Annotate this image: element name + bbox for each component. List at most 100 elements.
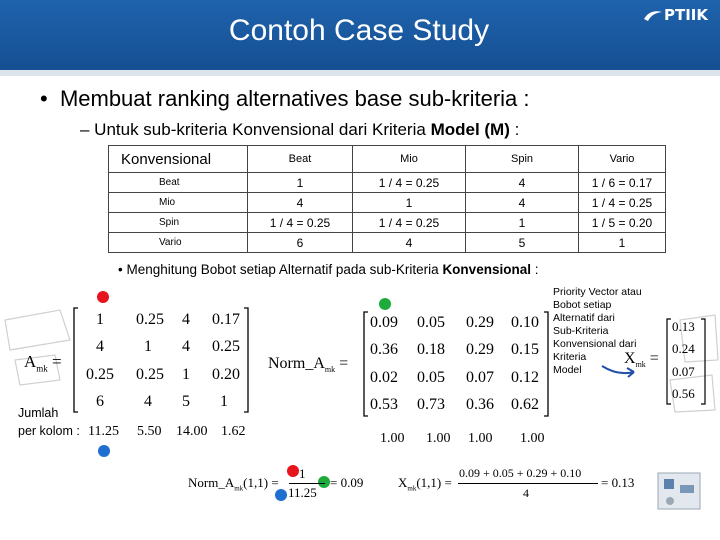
table-cell: 1 [465,212,579,233]
table-cell: 1 [578,232,666,253]
bullet-3-bold: Konvensional [442,262,531,277]
table-cell: 1 / 4 = 0.25 [247,212,353,233]
priority-note-line: Konvensional dari [553,338,637,350]
formula2-lhs: Xmk(1,1) = [398,475,452,493]
priority-value: 0.24 [672,341,695,356]
row-header: Mio [108,192,248,213]
norm-cell: 0.07 [466,369,494,386]
norm-matrix-brackets [363,311,549,417]
matrix-a-cell: 6 [96,393,104,410]
table-cell: 4 [465,172,579,193]
priority-label: Xmk = [624,350,659,369]
table-cell: 1 [247,172,353,193]
bullet-2: – Untuk sub-kriteria Konvensional dari K… [80,120,519,140]
matrix-a-cell: 4 [96,338,104,355]
col-sum: 5.50 [137,424,162,439]
table-cell: 5 [465,232,579,253]
table-cell: 1 / 4 = 0.25 [352,172,466,193]
blue-marker-dot-formula [275,489,287,501]
matrix-a-cell: 4 [144,393,152,410]
logo-swoosh-icon [644,10,662,21]
norm-col-sum: 1.00 [426,431,451,446]
formula2-result: = 0.13 [601,475,635,490]
priority-note-line: Model [553,364,582,376]
priority-equals: = [649,350,659,367]
matrix-a-cell: 4 [182,311,190,328]
matrix-a-cell: 1 [220,393,228,410]
priority-note-line: Kriteria [553,351,587,363]
formula2-numerator: 0.09 + 0.05 + 0.29 + 0.10 [459,466,582,480]
formula1-equals: = [271,475,279,490]
formula1-result: = 0.09 [330,475,364,490]
row-header: Beat [108,172,248,193]
row-header: Vario [108,232,248,253]
priority-brackets [666,318,706,405]
matrix-a-cell: 1 [182,366,190,383]
norm-equals: = [339,355,349,372]
norm-cell: 0.10 [511,314,539,331]
bullet-1: • Membuat ranking alternatives base sub-… [40,86,530,112]
table-cell: 4 [352,232,466,253]
table-row: Vario 6 4 5 1 [108,232,666,253]
norm-cell: 0.15 [511,341,539,358]
norm-cell: 0.73 [417,396,445,413]
table-cell: 4 [247,192,353,213]
table-cell: 1 / 6 = 0.17 [578,172,666,193]
table-corner: Konvensional [108,145,248,173]
norm-cell: 0.36 [370,341,398,358]
formula1-index: (1,1) [243,475,269,490]
matrix-a-cell: 1 [96,311,104,328]
matrix-a-label: Amk = [24,352,62,373]
table-row: Mio 4 1 4 1 / 4 = 0.25 [108,192,666,213]
formula1-fraction-bar [289,483,325,484]
norm-matrix-label: Norm_Amk = [268,355,348,374]
norm-col-sum: 1.00 [520,431,545,446]
formula1-denominator: 11.25 [288,485,317,500]
header-strip [0,70,720,76]
matrix-a-cell: 0.20 [212,366,240,383]
matrix-a-cell: 0.25 [136,311,164,328]
bullet-2-prefix: – Untuk sub-kriteria Konvensional dari K… [80,120,431,139]
norm-cell: 0.09 [370,314,398,331]
priority-value: 0.13 [672,319,695,334]
norm-cell: 0.12 [511,369,539,386]
table-cell: 1 [352,192,466,213]
norm-col-sum: 1.00 [468,431,493,446]
col-sum: 11.25 [88,424,119,439]
column-header: Spin [465,145,579,173]
per-kolom-label: per kolom : [18,424,80,438]
green-marker-dot [379,298,391,310]
column-header: Beat [247,145,353,173]
formula2-symbol: X [398,475,408,490]
matrix-a-symbol: A [24,352,37,371]
green-marker-dot-formula [318,476,330,488]
arrow-icon [601,365,635,378]
norm-cell: 0.36 [466,396,494,413]
formula1-subscript: mk [234,484,244,493]
matrix-a-cell: 5 [182,393,190,410]
priority-note-line: Alternatif dari [553,312,615,324]
formula1-numerator: 1 [299,466,306,481]
priority-note-line: Priority Vector atau [553,286,642,298]
table-row: Beat 1 1 / 4 = 0.25 4 1 / 6 = 0.17 [108,172,666,193]
bullet-3-prefix: Menghitung Bobot setiap Alternatif pada … [126,262,443,277]
formula2-equals: = [444,475,452,490]
table-row: Spin 1 / 4 = 0.25 1 / 4 = 0.25 1 1 / 5 =… [108,212,666,233]
matrix-a-subscript: mk [36,363,48,374]
norm-cell: 0.18 [417,341,445,358]
bullet-2-bold: Model (M) [430,120,510,139]
norm-col-sum: 1.00 [380,431,405,446]
formula2-subscript: mk [407,484,417,493]
norm-cell: 0.05 [417,369,445,386]
robot-decoration-icon [657,472,701,510]
matrix-a-cell: 4 [182,338,190,355]
norm-cell: 0.53 [370,396,398,413]
table-cell: 6 [247,232,353,253]
ptiik-logo: PTIIK [642,6,708,24]
priority-symbol: X [624,350,636,367]
background-sketch-decoration [4,309,719,413]
jumlah-label: Jumlah [18,406,59,420]
matrix-a-brackets [73,307,249,413]
norm-cell: 0.29 [466,314,494,331]
formula2-fraction-bar [458,483,598,484]
